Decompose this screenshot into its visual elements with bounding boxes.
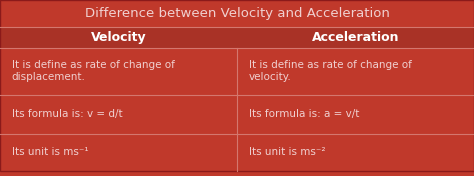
FancyBboxPatch shape: [0, 95, 237, 134]
FancyBboxPatch shape: [237, 27, 474, 48]
FancyBboxPatch shape: [237, 95, 474, 134]
FancyBboxPatch shape: [0, 0, 474, 27]
Text: Acceleration: Acceleration: [312, 31, 399, 44]
Text: Its formula is: v = d/t: Its formula is: v = d/t: [12, 109, 122, 119]
Text: Difference between Velocity and Acceleration: Difference between Velocity and Accelera…: [84, 7, 390, 20]
Text: It is define as rate of change of
velocity.: It is define as rate of change of veloci…: [249, 61, 412, 82]
Text: Its unit is ms⁻²: Its unit is ms⁻²: [249, 147, 325, 157]
Text: Velocity: Velocity: [91, 31, 146, 44]
Text: Its unit is ms⁻¹: Its unit is ms⁻¹: [12, 147, 89, 157]
FancyBboxPatch shape: [237, 48, 474, 95]
Text: Its formula is: a = v/t: Its formula is: a = v/t: [249, 109, 359, 119]
FancyBboxPatch shape: [0, 27, 237, 48]
FancyBboxPatch shape: [237, 134, 474, 171]
Text: It is define as rate of change of
displacement.: It is define as rate of change of displa…: [12, 61, 175, 82]
FancyBboxPatch shape: [0, 134, 237, 171]
FancyBboxPatch shape: [0, 48, 237, 95]
